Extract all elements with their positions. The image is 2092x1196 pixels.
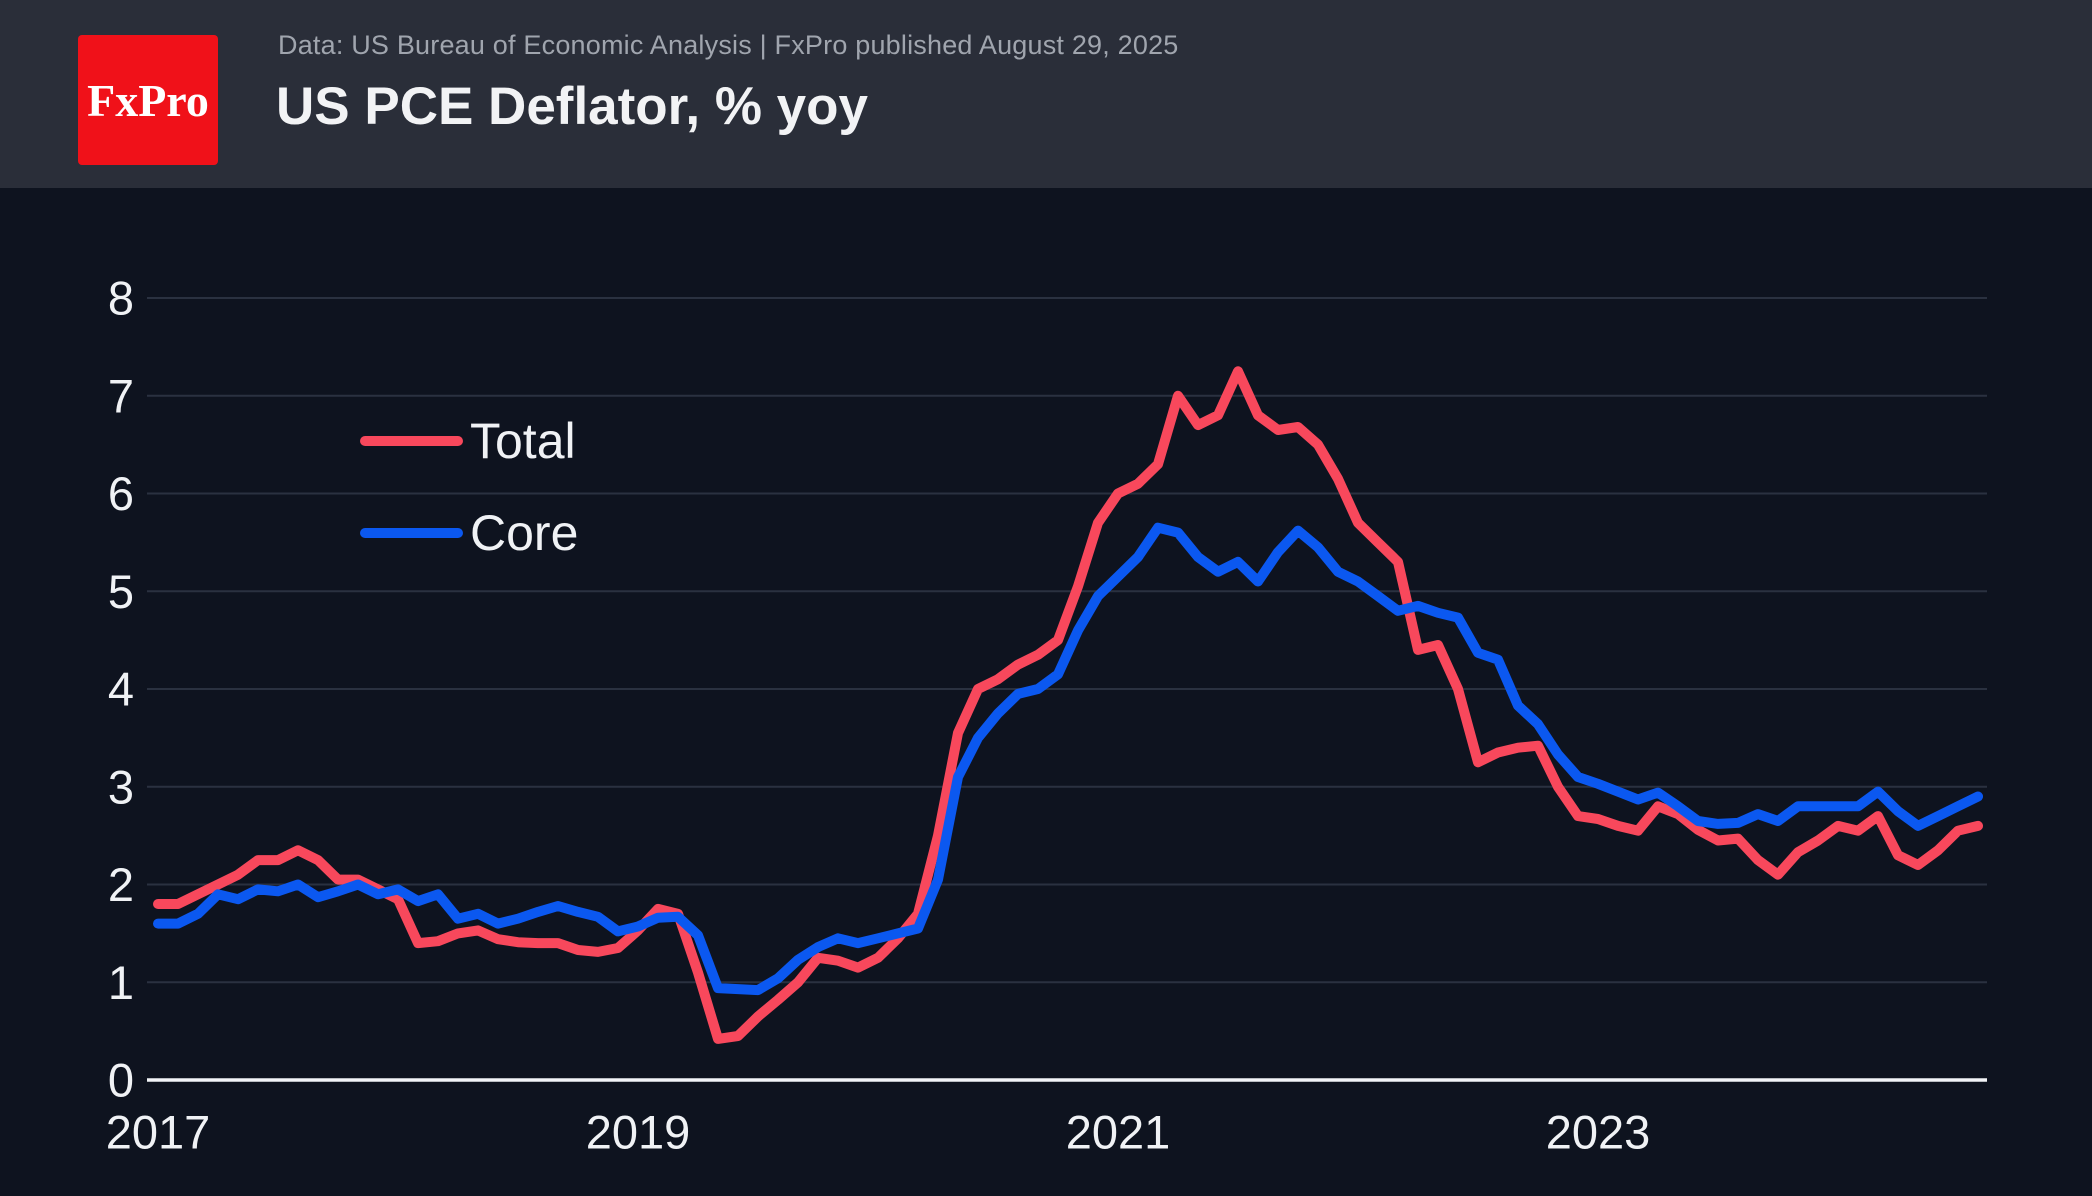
x-axis-label-2023: 2023 — [1546, 1106, 1651, 1159]
y-axis-label-7: 7 — [108, 369, 134, 422]
legend-label-total: Total — [470, 413, 576, 469]
x-axis-label-2017: 2017 — [106, 1106, 211, 1159]
series-line-total — [153, 366, 1983, 1044]
y-axis-label-1: 1 — [108, 956, 134, 1009]
y-axis-label-8: 8 — [108, 272, 134, 325]
legend-label-core: Core — [470, 505, 578, 561]
fxpro-logo-text: FxPro — [87, 74, 209, 126]
x-axis-label-2021: 2021 — [1066, 1106, 1171, 1159]
page-title: US PCE Deflator, % yoy — [276, 77, 869, 136]
chart-source-line: Data: US Bureau of Economic Analysis | F… — [278, 30, 1179, 60]
fxpro-logo: FxPro — [78, 35, 218, 165]
y-axis-label-2: 2 — [108, 858, 134, 911]
y-axis-label-0: 0 — [108, 1054, 134, 1107]
pce-deflator-line-chart: 0 1 2 3 4 5 6 7 8 2017 2019 2021 2023 Total Core — [106, 272, 1987, 1159]
y-axis-label-3: 3 — [108, 760, 134, 813]
y-axis-label-5: 5 — [108, 565, 134, 618]
series-line-core — [153, 522, 1983, 996]
y-axis-label-4: 4 — [108, 663, 134, 716]
header-bar: FxPro Data: US Bureau of Economic Analys… — [0, 0, 2092, 188]
x-axis-label-2019: 2019 — [586, 1106, 691, 1159]
y-axis-label-6: 6 — [108, 467, 134, 520]
